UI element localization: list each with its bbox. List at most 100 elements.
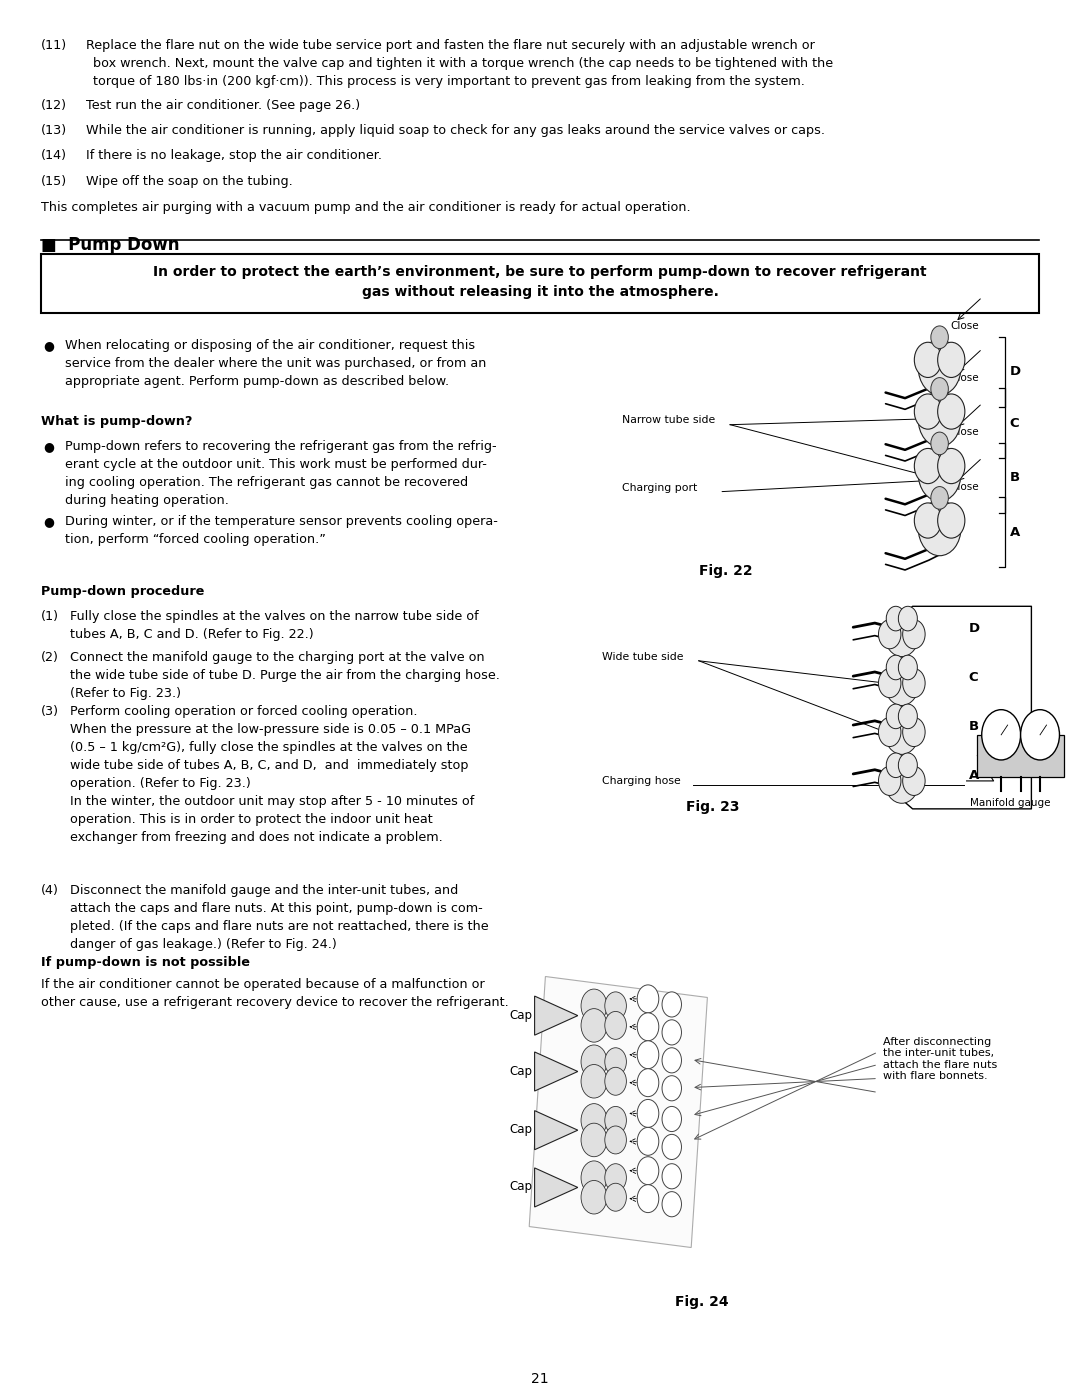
- Circle shape: [662, 1076, 681, 1101]
- Circle shape: [637, 1099, 659, 1127]
- Text: C: C: [969, 671, 978, 685]
- Circle shape: [637, 1157, 659, 1185]
- Circle shape: [581, 989, 607, 1023]
- Text: (2): (2): [41, 651, 59, 664]
- Circle shape: [662, 1106, 681, 1132]
- Circle shape: [637, 1185, 659, 1213]
- Text: When relocating or disposing of the air conditioner, request this: When relocating or disposing of the air …: [65, 339, 475, 352]
- Polygon shape: [535, 1052, 578, 1091]
- Circle shape: [931, 377, 948, 401]
- Circle shape: [885, 612, 919, 657]
- Text: B: B: [969, 719, 978, 733]
- Text: Fully close the spindles at the valves on the narrow tube side of: Fully close the spindles at the valves o…: [70, 610, 478, 623]
- Circle shape: [931, 486, 948, 510]
- Circle shape: [581, 1009, 607, 1042]
- Text: Replace the flare nut on the wide tube service port and fasten the flare nut sec: Replace the flare nut on the wide tube s…: [86, 39, 815, 52]
- Text: After disconnecting
the inter-unit tubes,
attach the flare nuts
with flare bonne: After disconnecting the inter-unit tubes…: [883, 1037, 998, 1081]
- Text: Close: Close: [950, 321, 980, 331]
- Circle shape: [903, 718, 926, 746]
- Text: (12): (12): [41, 99, 67, 112]
- Circle shape: [637, 985, 659, 1013]
- Text: D: D: [969, 622, 980, 636]
- Text: (11): (11): [41, 39, 67, 52]
- Text: Disconnect the manifold gauge and the inter-unit tubes, and: Disconnect the manifold gauge and the in…: [70, 884, 458, 897]
- Text: B: B: [1010, 471, 1020, 485]
- Circle shape: [982, 710, 1021, 760]
- Text: When the pressure at the low-pressure side is 0.05 – 0.1 MPaG: When the pressure at the low-pressure si…: [70, 724, 471, 736]
- Circle shape: [581, 1104, 607, 1137]
- Text: If the air conditioner cannot be operated because of a malfunction or: If the air conditioner cannot be operate…: [41, 978, 485, 990]
- Circle shape: [662, 1048, 681, 1073]
- Circle shape: [915, 342, 942, 377]
- Circle shape: [581, 1161, 607, 1194]
- Circle shape: [637, 1013, 659, 1041]
- Text: gas without releasing it into the atmosphere.: gas without releasing it into the atmosp…: [362, 285, 718, 299]
- Circle shape: [937, 448, 964, 483]
- Circle shape: [918, 391, 961, 447]
- Circle shape: [605, 1183, 626, 1211]
- Circle shape: [899, 753, 917, 778]
- Circle shape: [581, 1065, 607, 1098]
- Circle shape: [915, 448, 942, 483]
- Text: attach the caps and flare nuts. At this point, pump-down is com-: attach the caps and flare nuts. At this …: [70, 902, 483, 915]
- Text: Fig. 23: Fig. 23: [686, 800, 740, 814]
- Text: ●: ●: [43, 440, 54, 453]
- Text: Cap: Cap: [510, 1180, 532, 1193]
- Circle shape: [885, 661, 919, 705]
- Text: This completes air purging with a vacuum pump and the air conditioner is ready f: This completes air purging with a vacuum…: [41, 201, 691, 214]
- Polygon shape: [535, 1168, 578, 1207]
- Circle shape: [899, 606, 917, 631]
- Circle shape: [581, 1045, 607, 1078]
- Circle shape: [605, 1067, 626, 1095]
- Circle shape: [918, 446, 961, 502]
- Circle shape: [662, 1192, 681, 1217]
- Circle shape: [662, 1164, 681, 1189]
- Circle shape: [637, 1127, 659, 1155]
- Text: Test run the air conditioner. (See page 26.): Test run the air conditioner. (See page …: [86, 99, 361, 112]
- Circle shape: [878, 620, 901, 648]
- Text: Fig. 24: Fig. 24: [675, 1295, 729, 1309]
- Circle shape: [918, 339, 961, 395]
- Circle shape: [887, 655, 905, 680]
- Circle shape: [605, 1048, 626, 1076]
- Text: box wrench. Next, mount the valve cap and tighten it with a torque wrench (the c: box wrench. Next, mount the valve cap an…: [93, 57, 833, 70]
- Circle shape: [878, 767, 901, 795]
- Text: (15): (15): [41, 175, 67, 187]
- Text: pleted. (If the caps and flare nuts are not reattached, there is the: pleted. (If the caps and flare nuts are …: [70, 921, 489, 933]
- Circle shape: [878, 718, 901, 746]
- Text: Cap: Cap: [510, 1009, 532, 1021]
- Circle shape: [605, 1106, 626, 1134]
- Polygon shape: [535, 1111, 578, 1150]
- Text: Manifold gauge: Manifold gauge: [970, 798, 1050, 807]
- Circle shape: [605, 1011, 626, 1039]
- Text: torque of 180 lbs·in (200 kgf·cm)). This process is very important to prevent ga: torque of 180 lbs·in (200 kgf·cm)). This…: [93, 75, 805, 88]
- Text: ●: ●: [43, 339, 54, 352]
- Text: Cap: Cap: [510, 1123, 532, 1136]
- Text: Pump-down procedure: Pump-down procedure: [41, 585, 204, 598]
- Text: C: C: [1010, 416, 1020, 430]
- Text: (4): (4): [41, 884, 59, 897]
- Circle shape: [662, 992, 681, 1017]
- Text: D: D: [1010, 365, 1021, 379]
- Circle shape: [899, 655, 917, 680]
- Circle shape: [885, 759, 919, 803]
- Text: tion, perform “forced cooling operation.”: tion, perform “forced cooling operation.…: [65, 534, 326, 546]
- Circle shape: [581, 1123, 607, 1157]
- Circle shape: [887, 704, 905, 729]
- Circle shape: [937, 394, 964, 429]
- Text: operation. (Refer to Fig. 23.): operation. (Refer to Fig. 23.): [70, 777, 251, 791]
- Text: operation. This is in order to protect the indoor unit heat: operation. This is in order to protect t…: [70, 813, 433, 826]
- Text: wide tube side of tubes A, B, C, and D,  and  immediately stop: wide tube side of tubes A, B, C, and D, …: [70, 759, 469, 773]
- Circle shape: [931, 432, 948, 455]
- Text: (14): (14): [41, 149, 67, 162]
- Text: the wide tube side of tube D. Purge the air from the charging hose.: the wide tube side of tube D. Purge the …: [70, 669, 500, 682]
- Text: A: A: [1010, 525, 1020, 539]
- Circle shape: [637, 1069, 659, 1097]
- Text: other cause, use a refrigerant recovery device to recover the refrigerant.: other cause, use a refrigerant recovery …: [41, 996, 509, 1009]
- Circle shape: [915, 394, 942, 429]
- Circle shape: [903, 767, 926, 795]
- Text: Wide tube side: Wide tube side: [602, 651, 683, 662]
- Text: tubes A, B, C and D. (Refer to Fig. 22.): tubes A, B, C and D. (Refer to Fig. 22.): [70, 629, 314, 641]
- Text: ■  Pump Down: ■ Pump Down: [41, 236, 179, 254]
- Text: danger of gas leakage.) (Refer to Fig. 24.): danger of gas leakage.) (Refer to Fig. 2…: [70, 937, 337, 951]
